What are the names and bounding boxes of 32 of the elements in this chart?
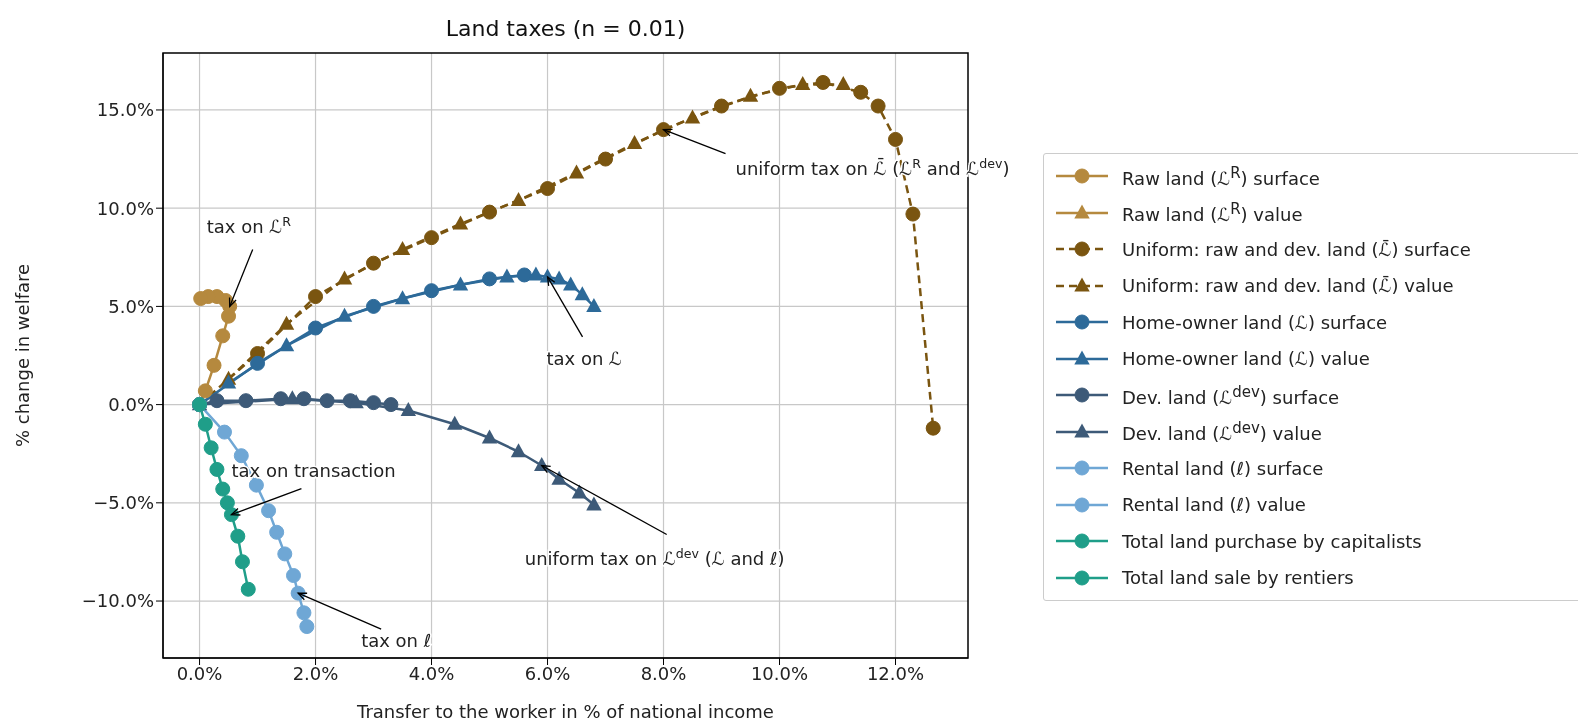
y-axis-title: % change in welfare — [12, 263, 34, 448]
legend-label: Home-owner land (ℒ) value — [1122, 348, 1370, 370]
annotation: uniform tax on ℒ$^{dev}$ (ℒ and ℓ) — [524, 545, 785, 569]
legend-label: Dev. land (ℒ$^{dev}$) value — [1122, 419, 1322, 445]
x-tick-label: 6.0% — [524, 662, 571, 684]
y-tick-label: −5.0% — [93, 492, 154, 514]
x-tick-label: 0.0% — [176, 662, 223, 684]
legend-label: Raw land (ℒ$^{R}$) surface — [1122, 163, 1320, 189]
chart-title: Land taxes (n = 0.01) — [444, 16, 687, 41]
legend-label: Raw land (ℒ$^{R}$) value — [1122, 200, 1303, 226]
x-tick-label: 12.0% — [866, 662, 925, 684]
y-tick-label: 15.0% — [96, 99, 154, 121]
annotation: tax on ℓ — [361, 630, 432, 652]
annotation: tax on ℒ$^{R}$ — [206, 213, 292, 238]
y-tick-label: 5.0% — [108, 295, 154, 317]
legend-label: Total land purchase by capitalists — [1122, 530, 1422, 552]
y-tick-label: −10.0% — [81, 590, 154, 612]
x-tick-label: 2.0% — [292, 662, 339, 684]
legend-label: Rental land (ℓ) value — [1122, 494, 1306, 516]
annotation: tax on ℒ — [546, 347, 623, 369]
legend-label: Uniform: raw and dev. land (ℒ̄) value — [1122, 275, 1454, 297]
legend-label: Uniform: raw and dev. land (ℒ̄) surface — [1122, 238, 1471, 260]
legend-label: Rental land (ℓ) surface — [1122, 457, 1324, 479]
legend-label: Dev. land (ℒ$^{dev}$) surface — [1122, 382, 1340, 408]
legend-label: Home-owner land (ℒ) surface — [1122, 311, 1388, 333]
x-tick-label: 10.0% — [750, 662, 809, 684]
legend-label: Total land sale by rentiers — [1122, 567, 1354, 589]
x-tick-label: 4.0% — [408, 662, 455, 684]
y-tick-label: 0.0% — [108, 394, 154, 415]
x-axis-title: Transfer to the worker in % of national income — [356, 701, 774, 722]
y-tick-label: 10.0% — [96, 197, 154, 219]
x-tick-label: 8.0% — [640, 662, 687, 684]
